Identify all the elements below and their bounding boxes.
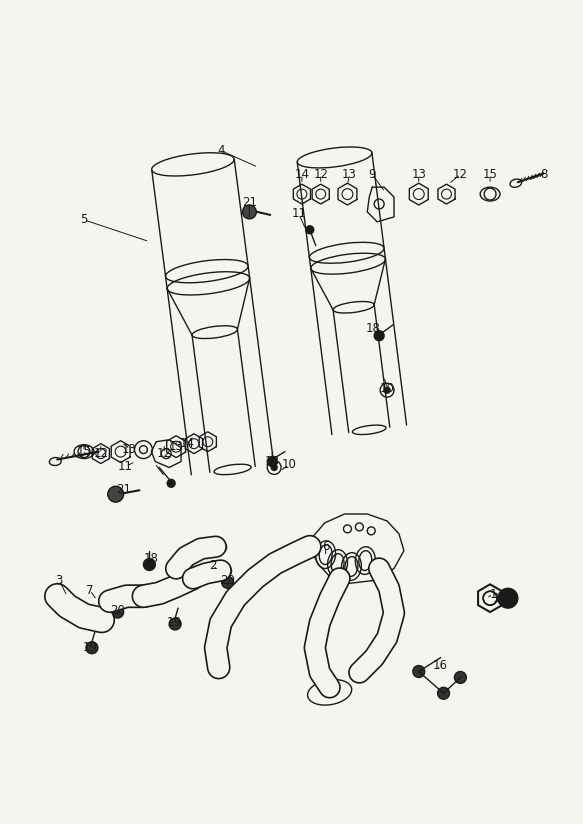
Text: 20: 20 bbox=[220, 574, 235, 587]
Text: 18: 18 bbox=[265, 455, 280, 468]
Text: 13: 13 bbox=[412, 168, 426, 180]
Text: 13: 13 bbox=[342, 168, 357, 180]
Text: 12: 12 bbox=[453, 168, 468, 180]
Circle shape bbox=[222, 577, 234, 588]
Text: 10: 10 bbox=[380, 382, 395, 395]
Text: 15: 15 bbox=[76, 445, 92, 458]
Text: 21: 21 bbox=[242, 195, 257, 208]
Text: 16: 16 bbox=[433, 659, 448, 672]
Text: 12: 12 bbox=[157, 447, 172, 460]
Text: 11: 11 bbox=[292, 208, 307, 220]
Text: 10: 10 bbox=[282, 458, 297, 471]
Circle shape bbox=[267, 456, 277, 466]
Text: 9: 9 bbox=[368, 168, 376, 180]
Text: 14: 14 bbox=[294, 168, 310, 180]
Text: 18: 18 bbox=[366, 322, 381, 335]
Text: 8: 8 bbox=[540, 168, 547, 180]
Text: 18: 18 bbox=[144, 552, 159, 565]
Text: 12: 12 bbox=[93, 447, 108, 460]
Text: 19: 19 bbox=[82, 641, 97, 654]
Circle shape bbox=[374, 330, 384, 340]
Circle shape bbox=[112, 606, 124, 618]
Text: 11: 11 bbox=[118, 460, 133, 473]
Text: 13: 13 bbox=[122, 443, 137, 456]
Text: 20: 20 bbox=[110, 604, 125, 616]
Text: 12: 12 bbox=[313, 168, 328, 180]
Text: 5: 5 bbox=[80, 213, 87, 227]
Text: 7: 7 bbox=[86, 583, 94, 597]
Circle shape bbox=[306, 226, 314, 234]
Text: 4: 4 bbox=[217, 144, 224, 157]
Circle shape bbox=[86, 642, 98, 653]
Circle shape bbox=[243, 205, 257, 219]
Circle shape bbox=[384, 387, 390, 393]
Text: 3: 3 bbox=[55, 574, 63, 587]
Circle shape bbox=[108, 486, 124, 502]
Text: 21: 21 bbox=[116, 483, 131, 496]
Circle shape bbox=[454, 672, 466, 683]
Circle shape bbox=[498, 588, 518, 608]
Circle shape bbox=[413, 666, 425, 677]
Circle shape bbox=[143, 559, 155, 570]
Circle shape bbox=[271, 465, 277, 471]
Text: 19: 19 bbox=[167, 616, 182, 630]
Text: 6: 6 bbox=[322, 541, 329, 553]
Circle shape bbox=[438, 687, 449, 700]
Text: 2: 2 bbox=[209, 559, 216, 572]
Text: 14: 14 bbox=[180, 438, 195, 450]
Circle shape bbox=[169, 618, 181, 630]
Text: 15: 15 bbox=[483, 168, 497, 180]
Circle shape bbox=[167, 480, 175, 487]
Text: 1: 1 bbox=[489, 588, 497, 601]
Text: 13: 13 bbox=[168, 440, 184, 453]
Text: 17: 17 bbox=[493, 592, 507, 605]
